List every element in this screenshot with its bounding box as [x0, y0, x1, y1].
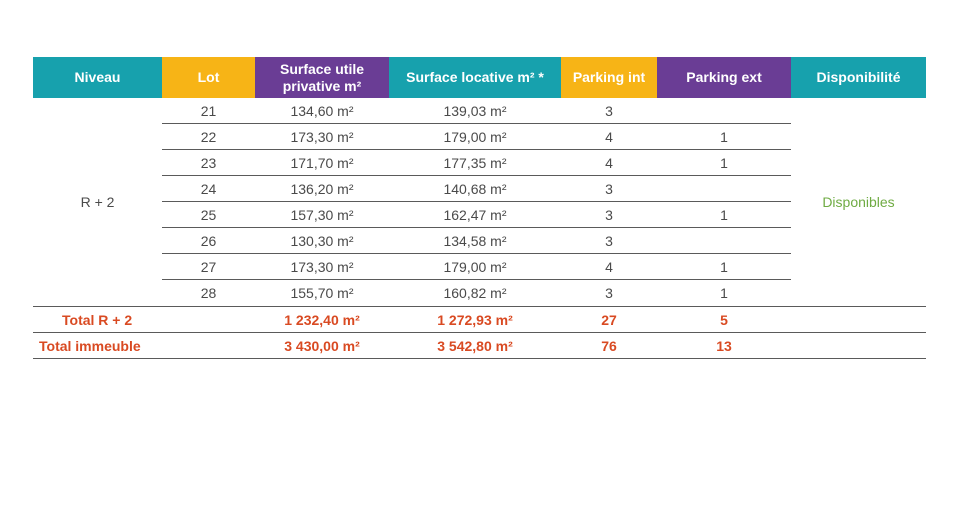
lot-cell: 28 [200, 284, 217, 301]
table-row: 21 134,60 m² 139,03 m² 3 [162, 98, 791, 124]
header-lot: Lot [162, 57, 255, 98]
header-parking-ext: Parking ext [657, 57, 791, 98]
surface-locative-cell: 177,35 m² [443, 154, 507, 171]
parking-ext-cell: 1 [720, 258, 728, 275]
table-header: Niveau Lot Surface utile privative m² Su… [33, 57, 926, 98]
table-row: 25 157,30 m² 162,47 m² 3 1 [162, 202, 791, 228]
parking-ext-cell: 1 [720, 154, 728, 171]
niveau-value: R + 2 [80, 194, 115, 210]
parking-int-cell: 4 [605, 128, 613, 145]
parking-int-cell: 3 [605, 180, 613, 197]
total-building-row: Total immeuble 3 430,00 m² 3 542,80 m² 76 13 [33, 332, 926, 358]
total-surface-utile-cell: 1 232,40 m² [284, 311, 360, 328]
parking-ext-cell [657, 98, 791, 123]
lot-cell: 21 [200, 102, 217, 119]
lot-rows: 21 134,60 m² 139,03 m² 3 22 173,30 m² 179,00 m… [162, 98, 791, 305]
parking-int-cell: 3 [605, 206, 613, 223]
surface-utile-cell: 155,70 m² [290, 284, 354, 301]
total-level-row: Total R + 2 1 232,40 m² 1 272,93 m² 27 5 [33, 306, 926, 332]
total-parking-int-cell: 27 [601, 311, 617, 328]
total-parking-ext-cell: 5 [720, 311, 728, 328]
surface-utile-cell: 173,30 m² [290, 128, 354, 145]
parking-ext-cell: 1 [720, 206, 728, 223]
surface-utile-cell: 136,20 m² [290, 180, 354, 197]
lot-cell: 25 [200, 206, 217, 223]
header-surface-utile: Surface utile privative m² [255, 57, 389, 98]
table-row: 22 173,30 m² 179,00 m² 4 1 [162, 124, 791, 150]
lot-cell: 22 [200, 128, 217, 145]
surface-utile-cell: 130,30 m² [290, 232, 354, 249]
parking-int-cell: 3 [605, 284, 613, 301]
parking-int-cell: 3 [605, 102, 613, 119]
total-label: Total immeuble [39, 337, 141, 354]
surface-utile-cell: 157,30 m² [290, 206, 354, 223]
parking-ext-cell: 1 [720, 128, 728, 145]
table-row: 26 130,30 m² 134,58 m² 3 [162, 228, 791, 254]
parking-int-cell: 4 [605, 258, 613, 275]
parking-ext-cell [657, 176, 791, 201]
table-bottom-divider [33, 358, 926, 359]
lot-cell: 23 [200, 154, 217, 171]
header-niveau: Niveau [33, 57, 162, 98]
surface-locative-cell: 179,00 m² [443, 128, 507, 145]
lot-cell: 27 [200, 258, 217, 275]
surface-locative-cell: 134,58 m² [443, 232, 507, 249]
surface-utile-cell: 171,70 m² [290, 154, 354, 171]
header-surface-locative: Surface locative m² * [389, 57, 561, 98]
header-disponibilite: Disponibilité [791, 57, 926, 98]
parking-int-cell: 4 [605, 154, 613, 171]
table-body: R + 2 21 134,60 m² 139,03 m² 3 22 173,30 m² 17… [33, 98, 926, 306]
table-row: 27 173,30 m² 179,00 m² 4 1 [162, 254, 791, 280]
surface-utile-cell: 173,30 m² [290, 258, 354, 275]
table-row: 28 155,70 m² 160,82 m² 3 1 [162, 280, 791, 305]
parking-ext-cell [657, 228, 791, 253]
surface-utile-cell: 134,60 m² [290, 102, 354, 119]
surface-locative-cell: 140,68 m² [443, 180, 507, 197]
surface-locative-cell: 160,82 m² [443, 284, 507, 301]
total-parking-ext-cell: 13 [716, 337, 732, 354]
lot-cell: 24 [200, 180, 217, 197]
parking-ext-cell: 1 [720, 284, 728, 301]
header-parking-int: Parking int [561, 57, 657, 98]
total-parking-int-cell: 76 [601, 337, 617, 354]
total-surface-utile-cell: 3 430,00 m² [284, 337, 360, 354]
parking-int-cell: 3 [605, 232, 613, 249]
lots-table: Niveau Lot Surface utile privative m² Su… [33, 57, 926, 359]
surface-locative-cell: 179,00 m² [443, 258, 507, 275]
total-label: Total R + 2 [62, 311, 133, 328]
total-surface-locative-cell: 3 542,80 m² [437, 337, 513, 354]
disponibilite-value: Disponibles [822, 194, 895, 210]
total-surface-locative-cell: 1 272,93 m² [437, 311, 513, 328]
surface-locative-cell: 162,47 m² [443, 206, 507, 223]
table-row: 23 171,70 m² 177,35 m² 4 1 [162, 150, 791, 176]
lot-cell: 26 [200, 232, 217, 249]
surface-locative-cell: 139,03 m² [443, 102, 507, 119]
table-row: 24 136,20 m² 140,68 m² 3 [162, 176, 791, 202]
